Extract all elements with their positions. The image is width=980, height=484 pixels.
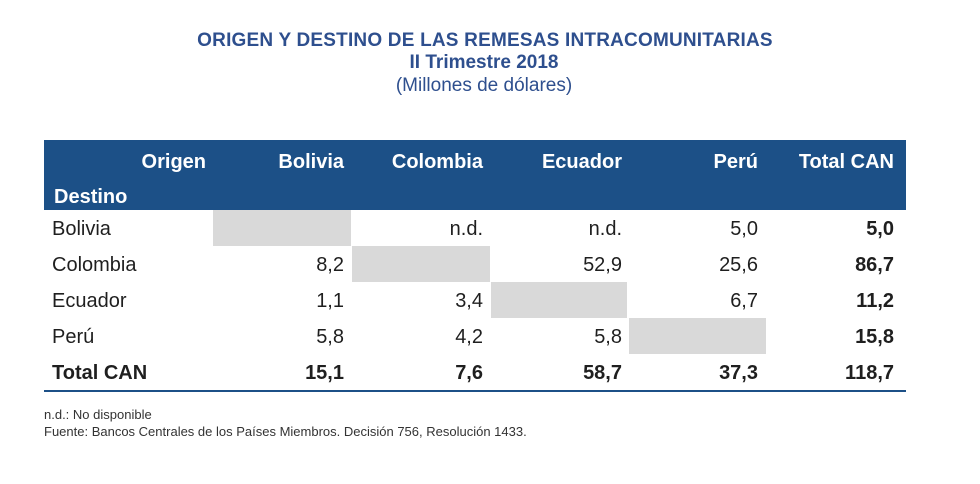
- table-cell-total: 5,0: [866, 218, 894, 240]
- table-cell: 4,2: [455, 326, 483, 348]
- header-destino: Destino: [54, 186, 128, 208]
- blank-cell: [491, 282, 627, 318]
- table-row: Ecuador 1,1 3,4 6,7 11,2: [44, 282, 906, 318]
- table-cell: 3,4: [455, 290, 483, 312]
- table-row: Colombia 8,2 52,9 25,6 86,7: [44, 246, 906, 282]
- table-cell: 6,7: [730, 290, 758, 312]
- row-label: Bolivia: [52, 218, 111, 240]
- table-header: Origen Destino Bolivia Colombia Ecuador …: [44, 140, 906, 210]
- row-label: Perú: [52, 326, 95, 348]
- header-col-ecuador: Ecuador: [541, 151, 622, 173]
- total-row: Total CAN 15,1 7,6 58,7 37,3 118,7: [44, 354, 906, 392]
- table-cell: 8,2: [316, 254, 344, 276]
- table-row: Perú 5,8 4,2 5,8 15,8: [44, 318, 906, 354]
- table-cell-total: 86,7: [855, 254, 894, 276]
- table-cell: 25,6: [719, 254, 758, 276]
- total-cell: 37,3: [719, 362, 758, 384]
- table-row: Bolivia n.d. n.d. 5,0 5,0: [44, 210, 906, 246]
- note-nd: n.d.: No disponible: [44, 407, 152, 422]
- table-unit: (Millones de dólares): [395, 75, 573, 96]
- header-col-colombia: Colombia: [391, 151, 483, 173]
- total-cell: 7,6: [455, 362, 483, 384]
- table-cell: 52,9: [583, 254, 622, 276]
- total-cell: 58,7: [583, 362, 622, 384]
- row-label: Ecuador: [52, 290, 127, 312]
- table-cell: n.d.: [588, 218, 622, 240]
- table-title: ORIGEN Y DESTINO DE LAS REMESAS INTRACOM…: [197, 30, 773, 51]
- table-cell-total: 11,2: [856, 290, 894, 312]
- header-col-bolivia: Bolivia: [278, 151, 344, 173]
- header-col-total: Total CAN: [798, 151, 894, 173]
- title-block: ORIGEN Y DESTINO DE LAS REMESAS INTRACOM…: [0, 30, 980, 98]
- table-cell: 1,1: [316, 290, 344, 312]
- table-cell: n.d.: [449, 218, 483, 240]
- table-cell: 5,0: [730, 218, 758, 240]
- total-cell: 15,1: [305, 362, 344, 384]
- total-label: Total CAN: [52, 362, 148, 384]
- blank-cell: [352, 246, 490, 282]
- footnotes: n.d.: No disponible Fuente: Bancos Centr…: [44, 406, 527, 440]
- table-subtitle: II Trimestre 2018: [409, 52, 559, 73]
- table-cell: 5,8: [316, 326, 344, 348]
- table-cell-total: 15,8: [855, 326, 894, 348]
- header-origen: Origen: [141, 151, 206, 173]
- blank-cell: [629, 318, 766, 354]
- remittance-table: Origen Destino Bolivia Colombia Ecuador …: [44, 140, 906, 392]
- blank-cell: [213, 210, 351, 246]
- table-cell: 5,8: [594, 326, 622, 348]
- note-source: Fuente: Bancos Centrales de los Países M…: [44, 424, 527, 439]
- header-col-peru: Perú: [713, 151, 758, 173]
- row-label: Colombia: [52, 254, 137, 276]
- total-cell-grand: 118,7: [845, 362, 894, 384]
